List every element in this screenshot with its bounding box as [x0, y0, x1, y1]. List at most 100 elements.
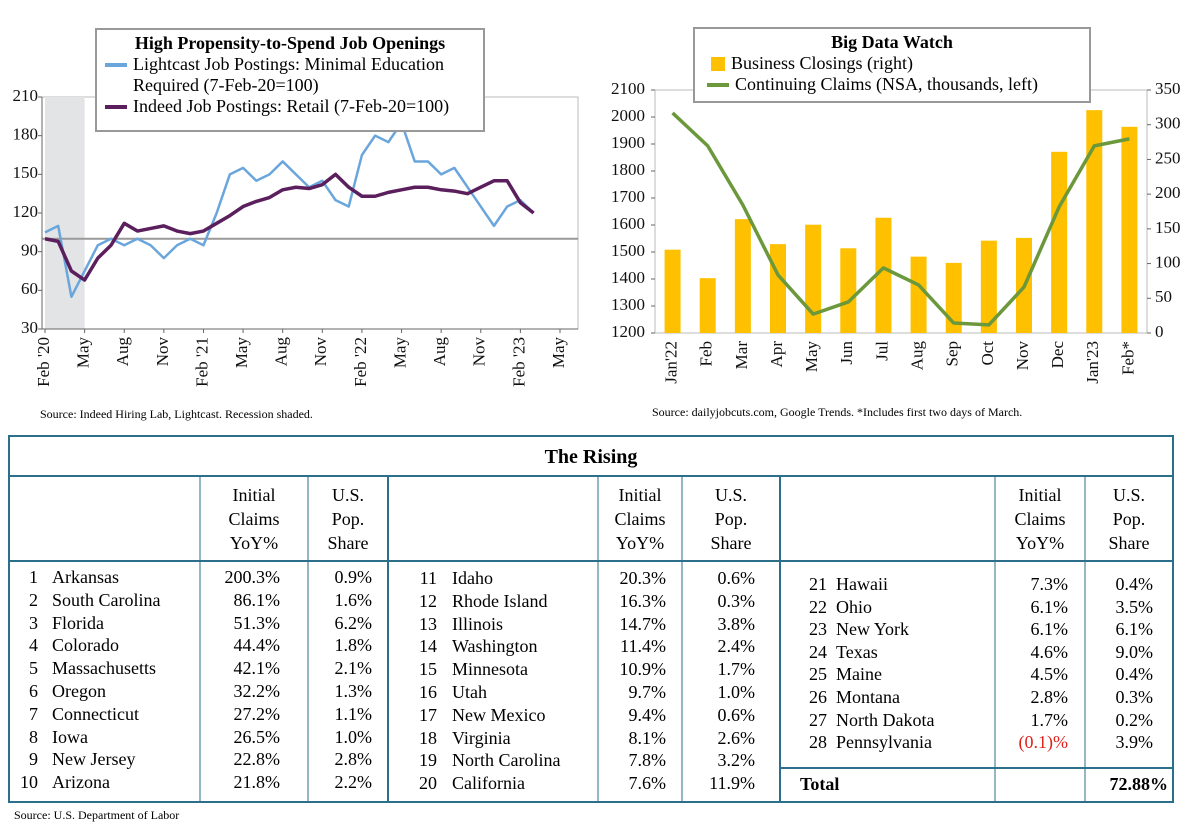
y-tick-label: 2100: [611, 79, 645, 98]
claims-yoy: 6.1%: [1030, 596, 1069, 617]
state: Washington: [452, 636, 538, 657]
bar: [1121, 126, 1138, 333]
pop-share: 6.2%: [334, 612, 373, 633]
claims-yoy: 7.6%: [628, 773, 667, 794]
rank: 17: [419, 704, 437, 725]
y-tick-label: 30: [21, 318, 38, 337]
bar: [980, 240, 997, 333]
claims-yoy: 10.9%: [619, 659, 667, 680]
state: Arkansas: [52, 567, 119, 587]
rank: 14: [419, 636, 437, 657]
claims-yoy: 8.1%: [628, 727, 667, 748]
y-tick-label: 2000: [611, 106, 645, 125]
pop-share: 0.6%: [717, 704, 756, 725]
rank: 1: [29, 567, 38, 587]
y-tick-label: 210: [13, 86, 39, 105]
x-tick-label: Feb '22: [351, 337, 370, 387]
state: Pennsylvania: [836, 732, 932, 753]
rank: 26: [809, 687, 827, 707]
x-tick-label: Mar: [732, 341, 751, 370]
claims-yoy: 20.3%: [619, 568, 667, 588]
claims-yoy: 44.4%: [233, 635, 281, 656]
x-tick-label: May: [232, 337, 251, 369]
state: Ohio: [836, 596, 872, 617]
pop-share: 2.8%: [334, 749, 373, 770]
y-tick-label: 90: [21, 241, 38, 260]
x-tick-label: May: [802, 341, 821, 373]
rank: 2: [29, 589, 38, 610]
pop-share: 2.4%: [717, 636, 756, 657]
state: North Dakota: [836, 709, 935, 730]
legend-entry: Indeed Job Postings: Retail (7-Feb-20=10…: [105, 96, 475, 117]
x-tick-label: Jun: [837, 341, 856, 365]
bar: [664, 249, 681, 333]
state: Minnesota: [452, 659, 528, 680]
pop-share: 0.4%: [1115, 574, 1154, 594]
x-tick-label: Feb*: [1118, 341, 1137, 375]
pop-share: 1.3%: [334, 681, 373, 701]
rank: 15: [419, 659, 437, 680]
claims-yoy: 86.1%: [233, 589, 281, 610]
rank: 10: [20, 772, 38, 793]
line-series: [671, 111, 1130, 327]
state: Virginia: [452, 727, 511, 748]
state: Connecticut: [52, 703, 139, 724]
state: Utah: [452, 682, 487, 702]
rank: 18: [419, 727, 437, 748]
legend: High Propensity-to-Spend Job Openings Li…: [95, 28, 485, 132]
pop-share: 9.0%: [1115, 641, 1154, 662]
claims-yoy: 26.5%: [233, 726, 281, 747]
y-tick-label: 1200: [611, 322, 645, 341]
x-tick-label: Feb '20: [34, 337, 53, 387]
pop-share: 1.7%: [717, 659, 756, 680]
x-tick-label: Nov: [1013, 341, 1032, 371]
state: South Carolina: [52, 589, 161, 610]
state: Colorado: [52, 635, 119, 656]
x-tick-label: Feb: [697, 341, 716, 367]
x-tick-label: May: [549, 337, 568, 369]
x-tick-label: Aug: [430, 337, 449, 367]
column-header: Initial Claims YoY%: [1014, 485, 1066, 553]
pop-share: 2.6%: [717, 727, 756, 748]
claims-yoy: 16.3%: [619, 590, 667, 611]
claims-yoy: 9.4%: [628, 704, 667, 725]
rank: 4: [29, 635, 38, 656]
rank: 28: [809, 732, 827, 753]
rank: 5: [29, 658, 38, 679]
claims-yoy: 11.4%: [620, 636, 666, 657]
y2-tick-label: 0: [1155, 322, 1164, 341]
pop-share: 0.9%: [334, 567, 373, 587]
pop-share: 3.2%: [717, 750, 756, 771]
rank: 12: [419, 590, 437, 611]
rank: 9: [29, 749, 38, 770]
bar: [840, 248, 857, 333]
state: Iowa: [52, 726, 88, 747]
recession-shade: [45, 97, 85, 329]
bar: [945, 262, 962, 333]
x-tick-label: May: [390, 337, 409, 369]
source: Source: U.S. Department of Labor: [14, 808, 180, 822]
claims-yoy: 51.3%: [233, 612, 281, 633]
claims-yoy: 9.7%: [628, 682, 667, 702]
rank: 20: [419, 773, 437, 794]
state: Idaho: [452, 568, 493, 588]
table-title: The Rising: [544, 446, 638, 468]
legend-swatch: [105, 105, 127, 109]
rank: 7: [29, 703, 38, 724]
claims-yoy: (0.1)%: [1018, 732, 1068, 753]
state: Rhode Island: [452, 590, 548, 611]
y-tick-label: 150: [13, 163, 39, 182]
claims-yoy: 6.1%: [1030, 619, 1069, 640]
x-tick-label: Nov: [470, 337, 489, 367]
legend-entry: Business Closings (right): [703, 53, 1081, 74]
y-tick-label: 1900: [611, 133, 645, 152]
y-tick-label: 1500: [611, 241, 645, 260]
rank: 16: [419, 682, 437, 702]
x-tick-label: Feb '23: [509, 337, 528, 387]
column-header: U.S. Pop. Share: [1108, 485, 1150, 553]
state: Arizona: [52, 772, 110, 793]
y2-tick-label: 200: [1155, 183, 1181, 202]
rank: 23: [809, 619, 827, 640]
legend-swatch: [105, 63, 127, 67]
